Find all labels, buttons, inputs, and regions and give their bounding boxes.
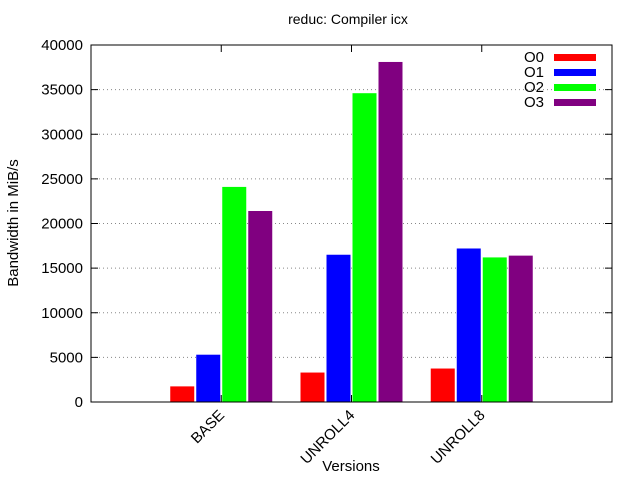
bar-O1-BASE <box>196 354 221 402</box>
y-axis-label: Bandwidth in MiB/s <box>5 159 22 287</box>
legend-label: O2 <box>524 79 544 96</box>
bar-O0-BASE <box>170 386 195 402</box>
y-tick-label: 15000 <box>41 260 83 277</box>
plot-frame <box>90 44 613 403</box>
x-axis-label: Versions <box>322 458 380 475</box>
bar-O1-UNROLL8 <box>456 248 481 402</box>
x-tick-label: BASE <box>188 407 228 447</box>
y-axis-ticks: 0 5000 10000 15000 20000 25000 30000 35000 40000 <box>41 37 612 411</box>
legend-swatch <box>554 54 596 61</box>
y-tick-label: 5000 <box>50 349 83 366</box>
x-tick-label: UNROLL8 <box>428 407 489 468</box>
y-tick-label: 20000 <box>41 216 83 233</box>
legend-swatch <box>554 69 596 76</box>
legend-label: O0 <box>524 49 544 66</box>
bar-O0-UNROLL4 <box>300 372 325 402</box>
bar-O2-UNROLL4 <box>352 93 377 402</box>
legend-label: O3 <box>524 94 544 111</box>
bars <box>170 61 533 403</box>
chart-title: reduc: Compiler icx <box>288 11 408 27</box>
y-tick-label: 10000 <box>41 305 83 322</box>
bar-O2-UNROLL8 <box>482 257 507 402</box>
bar-O3-UNROLL4 <box>378 61 403 403</box>
legend-swatch <box>554 99 596 106</box>
bar-O3-UNROLL8 <box>508 255 533 402</box>
bar-O1-UNROLL4 <box>326 254 351 402</box>
legend-swatch <box>554 84 596 91</box>
y-tick-label: 40000 <box>41 37 83 54</box>
legend-label: O1 <box>524 64 544 81</box>
bar-O3-BASE <box>248 211 273 402</box>
y-tick-label: 0 <box>75 394 83 411</box>
y-tick-label: 35000 <box>41 82 83 99</box>
gridlines <box>91 89 612 358</box>
y-tick-label: 30000 <box>41 126 83 143</box>
bar-O2-BASE <box>222 186 247 402</box>
bar-O0-UNROLL8 <box>430 368 455 402</box>
y-tick-label: 25000 <box>41 171 83 188</box>
